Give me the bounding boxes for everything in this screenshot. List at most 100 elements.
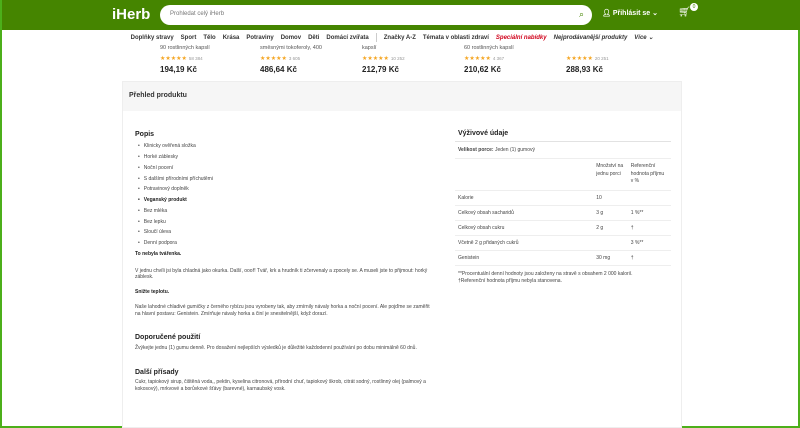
table-header-row: Množství na jednu porci Referenční hodnot… <box>455 159 671 191</box>
feature-list: Klinicky ověřená složka Horké záblesky N… <box>135 143 430 247</box>
nutrient-ref: 1 %** <box>627 205 671 221</box>
nav-item-special-offers[interactable]: Speciální nabídky <box>495 34 547 41</box>
cart-button[interactable]: 🛒︎ 0 <box>678 3 700 21</box>
list-item: Sloučí úleva <box>138 229 430 236</box>
list-item: Horké záblesky <box>138 154 430 161</box>
nav-item-more[interactable]: Více ⌄ <box>634 34 653 41</box>
nutrient-amount: 30 mg <box>593 250 628 266</box>
nav-item[interactable]: Domov <box>280 34 302 41</box>
nutrient-amount: 3 g <box>593 205 628 221</box>
column-header: Referenční hodnota příjmu v % <box>627 159 671 191</box>
nav-item[interactable]: Tělo <box>203 34 216 41</box>
nutrient-ref <box>627 190 671 206</box>
nutrient-name: Genistein <box>455 250 594 266</box>
nav-item[interactable]: Témata v oblasti zdraví <box>422 34 489 41</box>
nutrition-heading: Výživové údaje <box>455 126 671 142</box>
chevron-down-icon: ⌄ <box>648 35 654 41</box>
category-nav: Doplňky stravy Sport Tělo Krása Potravin… <box>2 30 800 45</box>
product-price: 210,62 Kč <box>464 65 501 74</box>
nav-item[interactable]: Děti <box>308 34 320 41</box>
nutrition-table: Množství na jednu porci Referenční hodnot… <box>455 159 671 266</box>
review-count: 4 367 <box>492 56 505 61</box>
subheading: Snižte teplotu. <box>135 289 170 296</box>
rating-stars: ★★★★★ 3 605 <box>260 56 301 62</box>
usage-text: Žvýkejte jednu (1) gumu denně. Pro dosaž… <box>135 344 417 351</box>
table-row: Včetně 2 g přidaných cukrů 3 %** <box>455 235 671 251</box>
product-name[interactable]: kapslí <box>362 45 377 51</box>
login-button[interactable]: 👤︎ Přihlásit se ⌄ <box>602 9 658 17</box>
serving-size: Velikost porce: Jeden (1) gumový <box>455 142 671 159</box>
product-price: 212,79 Kč <box>362 65 399 74</box>
description-heading: Popis <box>135 131 155 138</box>
ingredients-text: Cukr, tapiokový sirup, čištěná voda,, pe… <box>135 379 426 392</box>
list-item: Potravinový doplněk <box>138 186 430 193</box>
list-item: Noční pocení <box>138 165 430 172</box>
product-card[interactable]: 90 rostlinných kapslí ★★★★★ 58 384 194,19 K… <box>160 45 255 74</box>
product-name[interactable]: 90 rostlinných kapslí <box>160 45 210 51</box>
product-name[interactable]: 60 rostlinných kapslí <box>464 45 514 51</box>
rating-stars: ★★★★★ 58 384 <box>160 56 203 62</box>
description-section: Popis Klinicky ověřená složka Horké zábl… <box>135 130 430 401</box>
ingredients-heading: Další přísady <box>135 368 179 376</box>
nutrient-amount: 10 <box>593 190 628 206</box>
subheading: To nebyla tvářenka. <box>135 250 182 257</box>
product-card[interactable]: kapslí ★★★★★ 10 252 212,79 Kč <box>362 45 457 74</box>
nav-divider <box>375 33 377 42</box>
search-icon[interactable]: ⌕ <box>578 9 584 19</box>
nav-item[interactable]: Značky A-Z <box>383 34 416 41</box>
product-price: 288,93 Kč <box>566 65 603 74</box>
overview-title: Přehled produktu <box>123 82 681 111</box>
list-item: Bez mléka <box>138 208 430 215</box>
serving-value: Jeden (1) gumový <box>494 147 535 153</box>
product-card[interactable]: ★★★★★ 20 251 288,93 Kč <box>566 45 661 74</box>
nav-item[interactable]: Sport <box>180 34 197 41</box>
chevron-down-icon: ⌄ <box>652 10 659 17</box>
product-card[interactable]: směsnými tokoferoly, 400 ★★★★★ 3 605 486,64… <box>260 45 355 74</box>
product-price: 194,19 Kč <box>160 65 197 74</box>
nav-item[interactable]: Krása <box>222 34 240 41</box>
footnote: †Referenční hodnota příjmu nebyla stanov… <box>458 278 562 284</box>
nav-more-label: Více <box>634 35 647 41</box>
nutrient-ref: † <box>627 220 671 236</box>
review-count: 20 251 <box>594 56 609 61</box>
rating-stars: ★★★★★ 4 367 <box>464 56 505 62</box>
footnote: **Procentuální denní hodnoty jsou založe… <box>458 270 633 277</box>
nutrient-amount: 2 g <box>593 220 628 236</box>
product-name[interactable] <box>566 45 661 51</box>
paragraph: V jednu chvíli jsi byla chladná jako oku… <box>135 267 428 281</box>
serving-label: Velikost porce: <box>458 147 494 153</box>
nav-item[interactable]: Doplňky stravy <box>130 34 174 41</box>
table-row: Kalorie 10 <box>455 190 671 206</box>
list-item: Denní podpora <box>138 240 430 247</box>
rating-stars: ★★★★★ 20 251 <box>566 56 609 62</box>
paragraph: Naše lahodné chladivé gumičky z černého … <box>135 303 430 317</box>
nutrient-name: Celkový obsah cukru <box>455 220 594 236</box>
nutrient-ref: † <box>627 250 671 266</box>
column-header: Množství na jednu porci <box>593 159 628 191</box>
user-icon: 👤︎ <box>602 10 613 17</box>
usage-heading: Doporučené použití <box>135 334 201 342</box>
nav-item[interactable]: Domácí zvířata <box>326 34 369 41</box>
list-item: Bez lepku <box>138 219 430 226</box>
product-name[interactable]: směsnými tokoferoly, 400 <box>260 45 322 51</box>
table-row: Celkový obsah cukru 2 g † <box>455 220 671 236</box>
nutrient-name: Celkový obsah sacharidů <box>455 205 594 221</box>
login-label: Přihlásit se <box>612 10 651 17</box>
nutrient-name: Kalorie <box>455 190 594 206</box>
iherb-logo[interactable]: iHerb <box>112 6 151 23</box>
nav-item-bestsellers[interactable]: Nejprodávanější produkty <box>553 34 628 41</box>
search-input[interactable]: Prohledat celý iHerb ⌕ <box>160 5 592 25</box>
nutrient-ref: 3 %** <box>627 235 671 251</box>
review-count: 58 384 <box>188 56 203 61</box>
rating-stars: ★★★★★ 10 252 <box>362 56 405 62</box>
review-count: 10 252 <box>390 56 405 61</box>
list-item: S dalšími přírodními příchutěmi <box>138 176 430 183</box>
cart-count: 0 <box>690 3 698 11</box>
nav-item[interactable]: Potraviny <box>246 34 274 41</box>
table-row: Genistein 30 mg † <box>455 250 671 266</box>
product-card[interactable]: 60 rostlinných kapslí ★★★★★ 4 367 210,62 Kč <box>464 45 559 74</box>
nutrition-facts: Výživové údaje Velikost porce: Jeden (1)… <box>455 126 671 291</box>
cart-icon: 🛒︎ <box>678 7 691 18</box>
nutrition-footnotes: **Procentuální denní hodnoty jsou založe… <box>455 265 671 291</box>
